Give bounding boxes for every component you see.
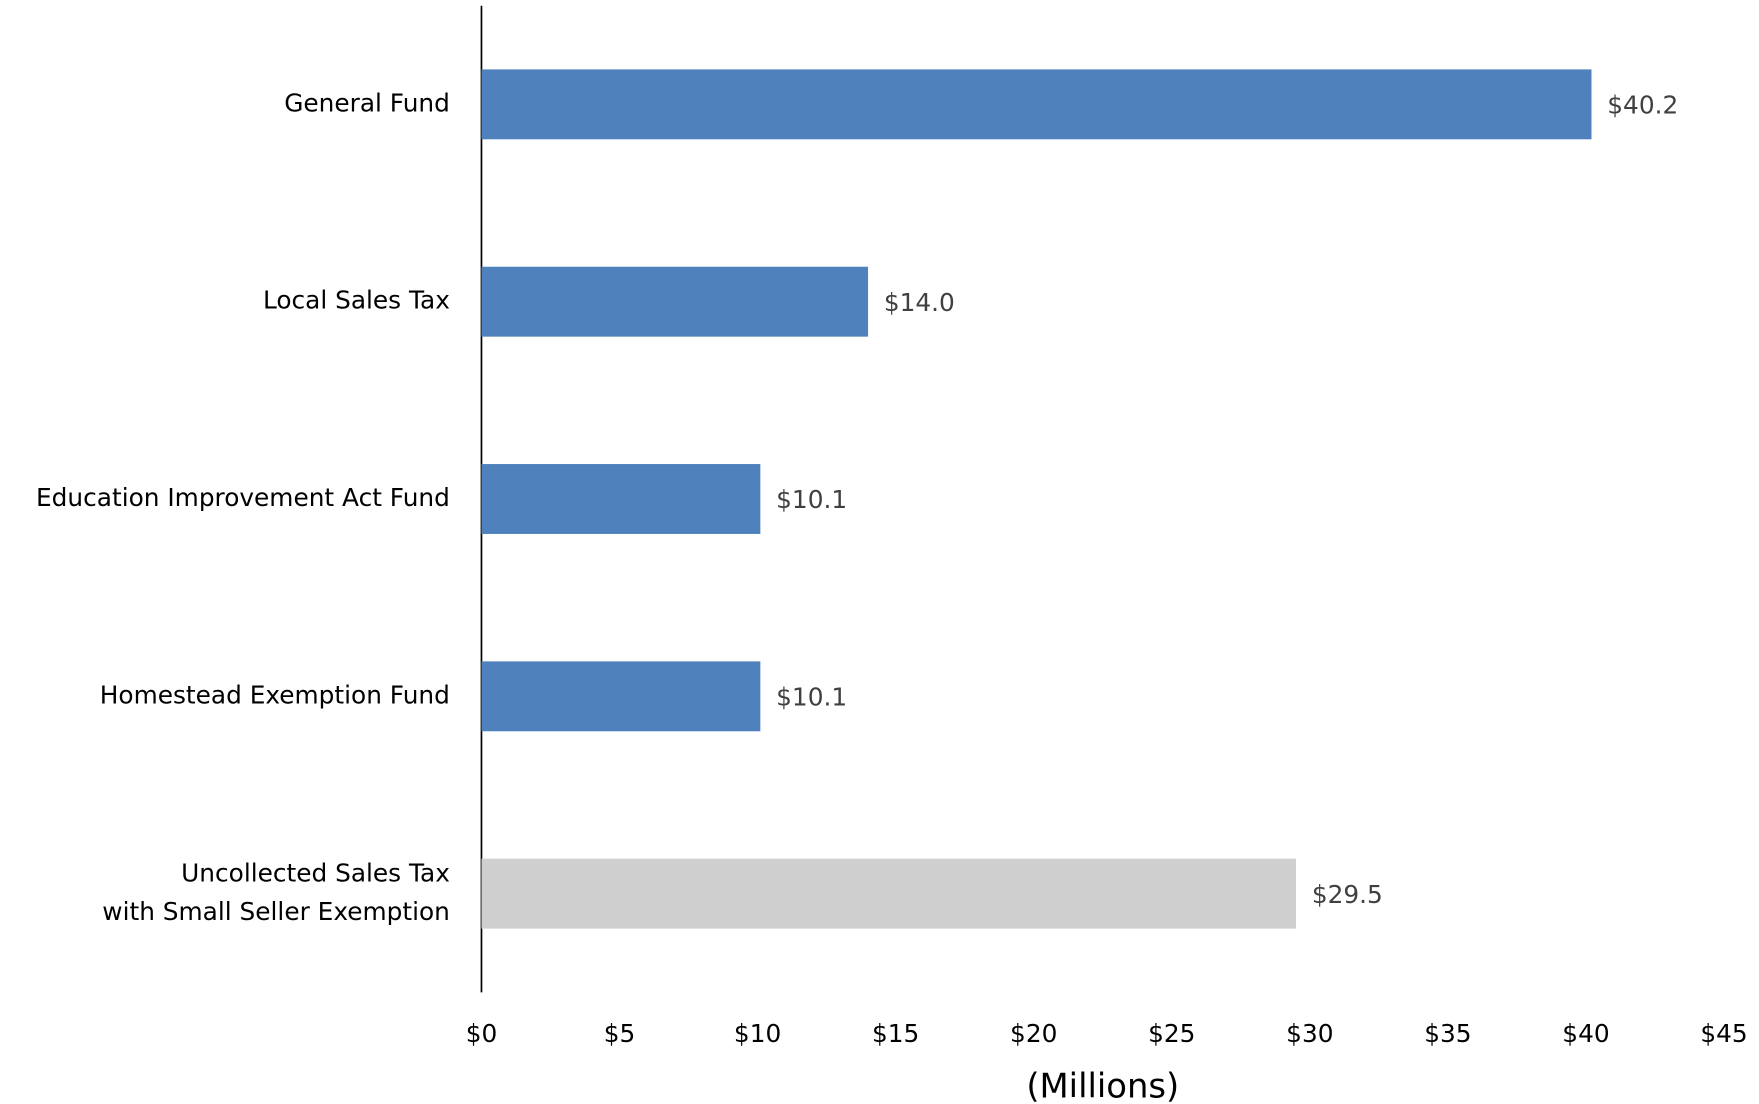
value-label: $40.2 [1607,91,1678,120]
value-label: $14.0 [884,288,955,317]
x-tick-label: $25 [1148,1019,1195,1048]
x-tick-label: $15 [872,1019,919,1048]
x-tick-label: $20 [1010,1019,1057,1048]
x-tick-label: $45 [1700,1019,1747,1048]
bar [481,661,761,732]
bar [481,858,1297,929]
bar [481,69,1592,140]
x-tick-label: $35 [1424,1019,1471,1048]
x-tick-label: $10 [734,1019,781,1048]
value-label: $10.1 [776,485,847,514]
y-tick-label: General Fund [284,88,450,117]
x-tick-label: $0 [466,1019,498,1048]
y-tick-label: Local Sales Tax [263,286,450,315]
y-tick-label: Uncollected Sales Tax with Small Seller E… [102,858,450,925]
x-tick-label: $5 [604,1019,636,1048]
x-tick-label: $30 [1286,1019,1333,1048]
bar [481,266,869,337]
y-tick-label: Education Improvement Act Fund [36,483,450,512]
bar [481,464,761,534]
value-label: $29.5 [1312,880,1383,909]
y-tick-label: Homestead Exemption Fund [100,680,450,709]
x-axis-label: (Millions) [1026,1067,1179,1104]
x-tick-label: $40 [1562,1019,1609,1048]
value-label: $10.1 [776,683,847,712]
